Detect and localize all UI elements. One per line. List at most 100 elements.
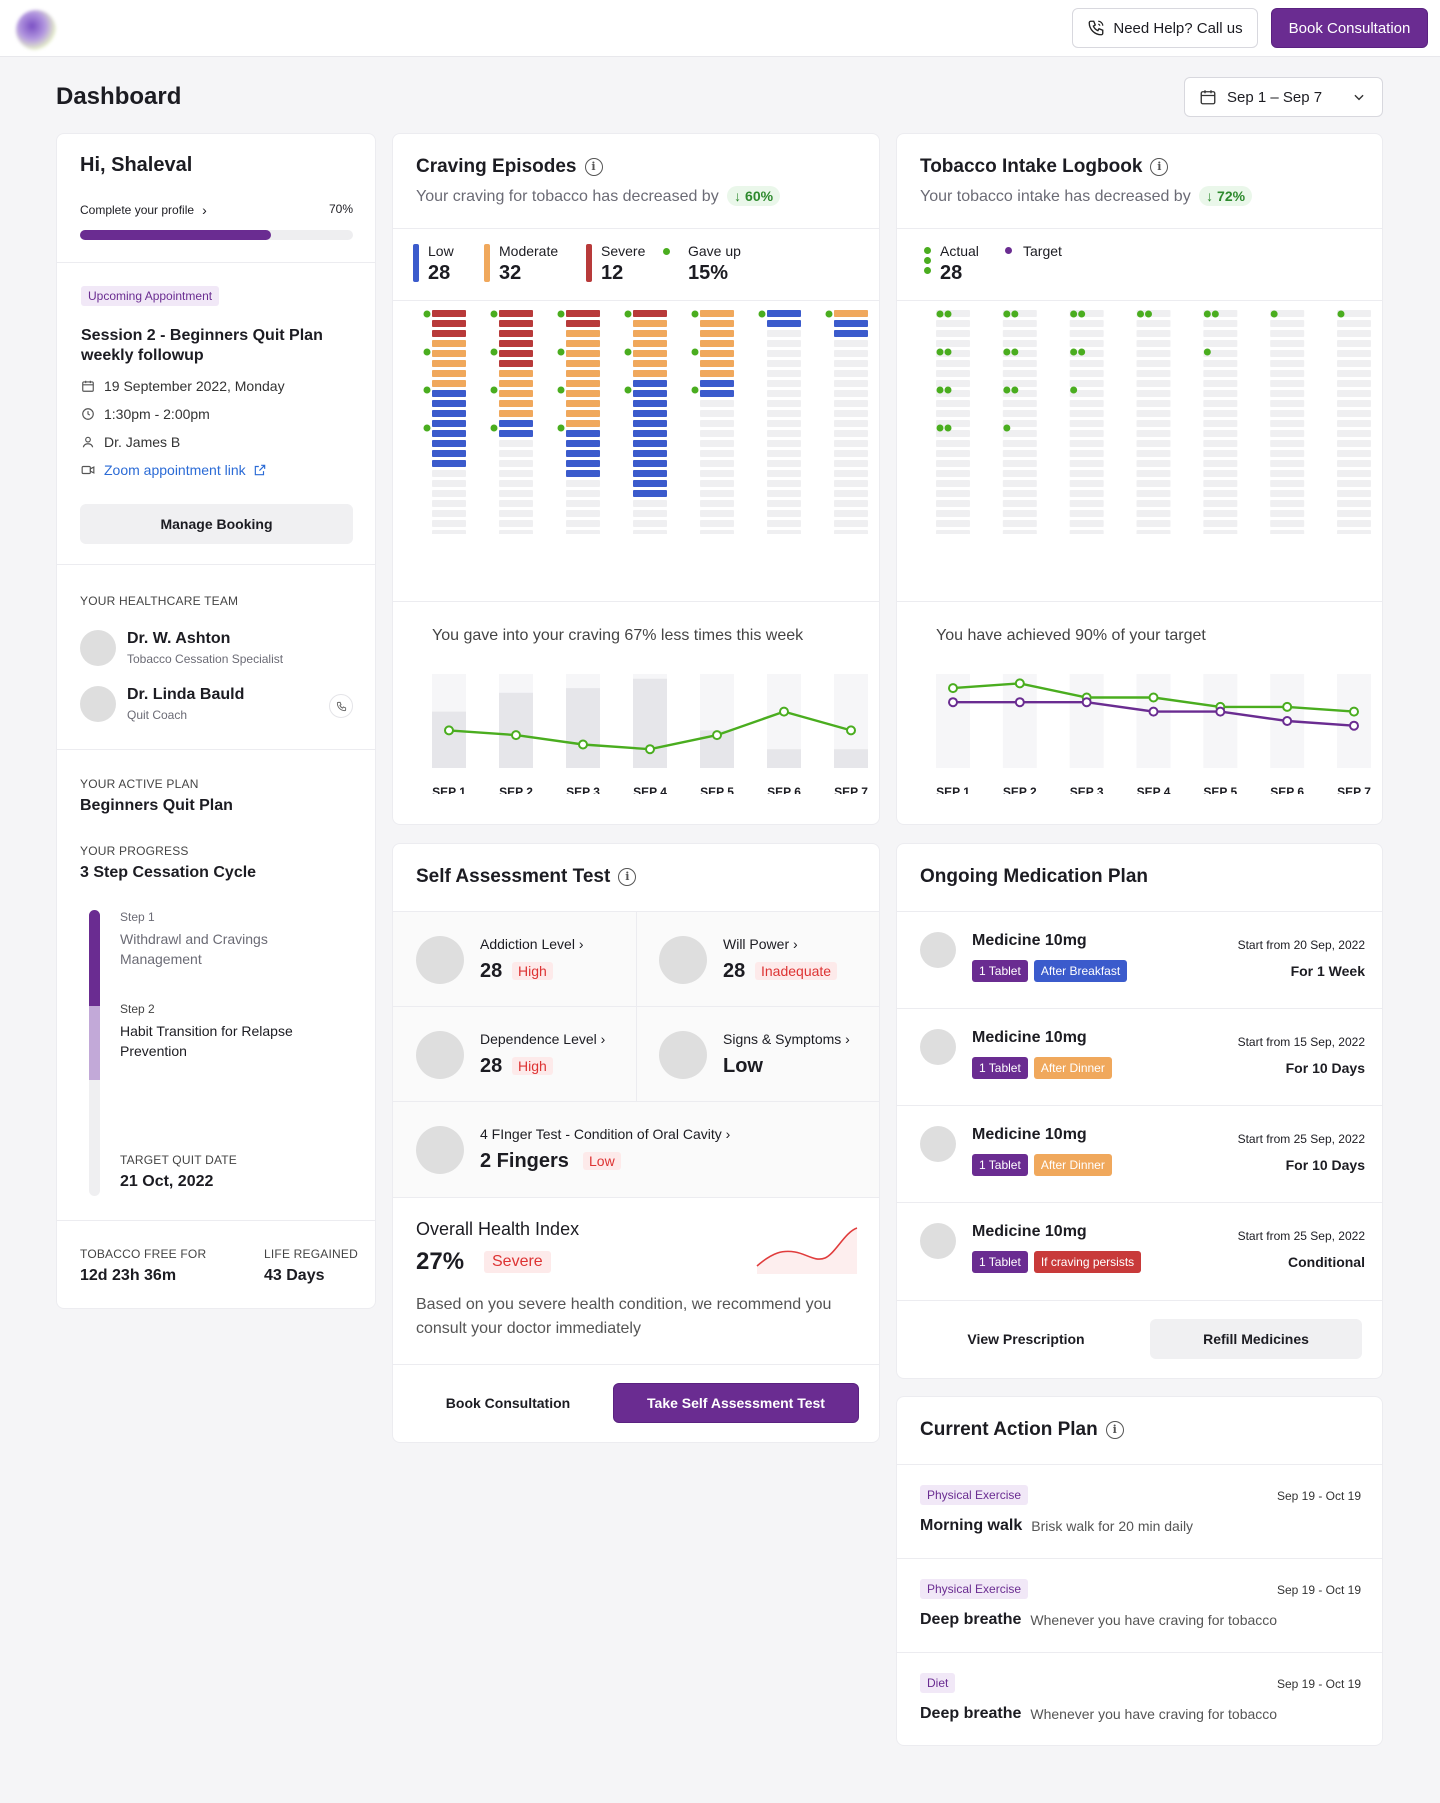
target-trend-chart: SEP 1 SEP 2 SEP 3 SEP 4 SEP 5 SEP 6 SEP 7 xyxy=(936,674,1371,794)
chart-slot xyxy=(936,440,970,447)
action-item[interactable]: Diet Sep 19 - Oct 19 Deep breathe Whenever … xyxy=(897,1653,1382,1745)
life-regained-label: LIFE REGAINED xyxy=(264,1247,358,1261)
assessment-item-dependence[interactable]: Dependence Level › 28 High xyxy=(393,1007,636,1101)
action-item[interactable]: Physical Exercise Sep 19 - Oct 19 Morning … xyxy=(897,1465,1382,1558)
chart-bar-segment xyxy=(432,420,466,427)
chart-slot xyxy=(767,410,801,417)
chart-slot xyxy=(1270,310,1305,317)
book-consultation-button[interactable]: Book Consultation xyxy=(1271,8,1428,48)
chart-column xyxy=(1136,310,1171,534)
chart-slot xyxy=(1270,330,1305,337)
chart-slot xyxy=(566,530,600,534)
chart-dot xyxy=(1011,386,1019,394)
chart-dot xyxy=(1070,348,1078,356)
view-prescription-button[interactable]: View Prescription xyxy=(920,1319,1132,1359)
date-range-select[interactable]: Sep 1 – Sep 7 xyxy=(1184,77,1383,117)
assessment-item-willpower[interactable]: Will Power › 28 Inadequate xyxy=(637,912,879,1006)
take-assessment-button[interactable]: Take Self Assessment Test xyxy=(613,1383,859,1423)
chart-slot xyxy=(767,360,801,367)
chart-slot xyxy=(767,380,801,387)
chart-slot xyxy=(432,490,466,497)
chart-bar-segment xyxy=(432,330,466,337)
medication-row[interactable]: Medicine 10mg 1 Tablet After Breakfast Star… xyxy=(897,912,1382,1008)
medication-row[interactable]: Medicine 10mg 1 Tablet After Dinner Start f… xyxy=(897,1009,1382,1105)
info-icon[interactable]: i xyxy=(584,157,603,176)
assessment-icon xyxy=(659,936,707,984)
chart-slot xyxy=(1270,440,1305,447)
chart-slot xyxy=(700,440,734,447)
chart-slot xyxy=(1136,420,1171,427)
assessment-item-finger-test[interactable]: 4 FInger Test - Condition of Oral Cavity… xyxy=(393,1102,879,1196)
chart-slot xyxy=(1136,410,1171,417)
call-team-button[interactable] xyxy=(329,694,353,718)
chevron-right-icon: › xyxy=(793,936,798,952)
medicine-duration: Conditional xyxy=(1288,1254,1365,1270)
chart-slot xyxy=(700,430,734,437)
health-index-title: Overall Health Index xyxy=(416,1219,580,1239)
chart-slot xyxy=(834,360,868,367)
complete-profile-link[interactable]: Complete your profile › xyxy=(80,202,207,218)
avatar xyxy=(80,630,116,666)
health-index-note: Based on you severe health condition, we… xyxy=(416,1296,832,1337)
chart-slot xyxy=(1069,430,1104,437)
team-member-name[interactable]: Dr. W. Ashton xyxy=(127,630,231,647)
chart-dot xyxy=(557,310,565,318)
chart-slot xyxy=(1270,400,1305,407)
chart-bar-segment xyxy=(499,390,533,397)
step-progress-fill xyxy=(89,910,100,1006)
chart-slot xyxy=(1270,320,1305,327)
chart-point xyxy=(1148,706,1159,717)
chart-bar-segment xyxy=(499,340,533,347)
tobacco-card: Tobacco Intake Logbook i Your tobacco int… xyxy=(896,133,1383,825)
chart-slot xyxy=(834,390,868,397)
chart-slot xyxy=(834,500,868,507)
medication-row[interactable]: Medicine 10mg 1 Tablet If craving persists… xyxy=(897,1203,1382,1299)
chart-bar-segment xyxy=(566,450,600,457)
chart-dot xyxy=(490,310,498,318)
chart-column-bg xyxy=(1069,674,1104,768)
chart-slot xyxy=(1069,490,1104,497)
book-consultation-secondary-button[interactable]: Book Consultation xyxy=(415,1383,601,1423)
assessment-item-symptoms[interactable]: Signs & Symptoms › Low xyxy=(637,1007,879,1101)
craving-trend-chart: SEP 1 SEP 2 SEP 3 SEP 4 SEP 5 SEP 6 SEP 7 xyxy=(432,674,868,794)
chart-dot xyxy=(1211,310,1219,318)
chart-bar-segment xyxy=(499,370,533,377)
chart-bar-segment xyxy=(633,430,667,437)
step-name: Withdrawl and Cravings Management xyxy=(120,931,268,967)
craving-change-value: 60% xyxy=(745,188,774,204)
chart-dot xyxy=(1070,386,1078,394)
chart-dot xyxy=(691,348,699,356)
chart-dot xyxy=(944,386,952,394)
chart-slot xyxy=(936,450,970,457)
info-icon[interactable]: i xyxy=(1105,1420,1124,1439)
chart-slot xyxy=(1136,520,1171,527)
chart-x-tick: SEP 1 xyxy=(936,785,970,794)
chart-slot xyxy=(700,500,734,507)
chart-slot xyxy=(1203,470,1238,477)
team-label: YOUR HEALTHCARE TEAM xyxy=(80,594,239,608)
chart-column xyxy=(490,310,533,534)
team-member-name[interactable]: Dr. Linda Bauld xyxy=(127,686,245,703)
chart-slot xyxy=(936,340,970,347)
help-call-button[interactable]: Need Help? Call us xyxy=(1072,8,1258,48)
chart-slot xyxy=(767,480,801,487)
chart-slot xyxy=(1136,460,1171,467)
app-logo[interactable] xyxy=(16,10,56,50)
medication-row[interactable]: Medicine 10mg 1 Tablet After Dinner Start f… xyxy=(897,1106,1382,1202)
manage-booking-button[interactable]: Manage Booking xyxy=(80,504,353,544)
view-prescription-label: View Prescription xyxy=(967,1331,1085,1347)
refill-medicines-button[interactable]: Refill Medicines xyxy=(1150,1319,1362,1359)
chart-bar-segment xyxy=(566,470,600,477)
assessment-item-addiction[interactable]: Addiction Level › 28 High xyxy=(393,912,636,1006)
info-icon[interactable]: i xyxy=(618,867,637,886)
assessment-status: High xyxy=(512,962,553,980)
zoom-link[interactable]: Zoom appointment link xyxy=(81,462,267,478)
chart-slot xyxy=(767,350,801,357)
info-icon[interactable]: i xyxy=(1150,157,1169,176)
medicine-duration: For 10 Days xyxy=(1285,1060,1365,1076)
chart-slot xyxy=(566,520,600,527)
medicine-duration: For 10 Days xyxy=(1285,1157,1365,1173)
action-item[interactable]: Physical Exercise Sep 19 - Oct 19 Deep bre… xyxy=(897,1559,1382,1652)
chart-bar-segment xyxy=(633,360,667,367)
chart-bar-segment xyxy=(633,350,667,357)
